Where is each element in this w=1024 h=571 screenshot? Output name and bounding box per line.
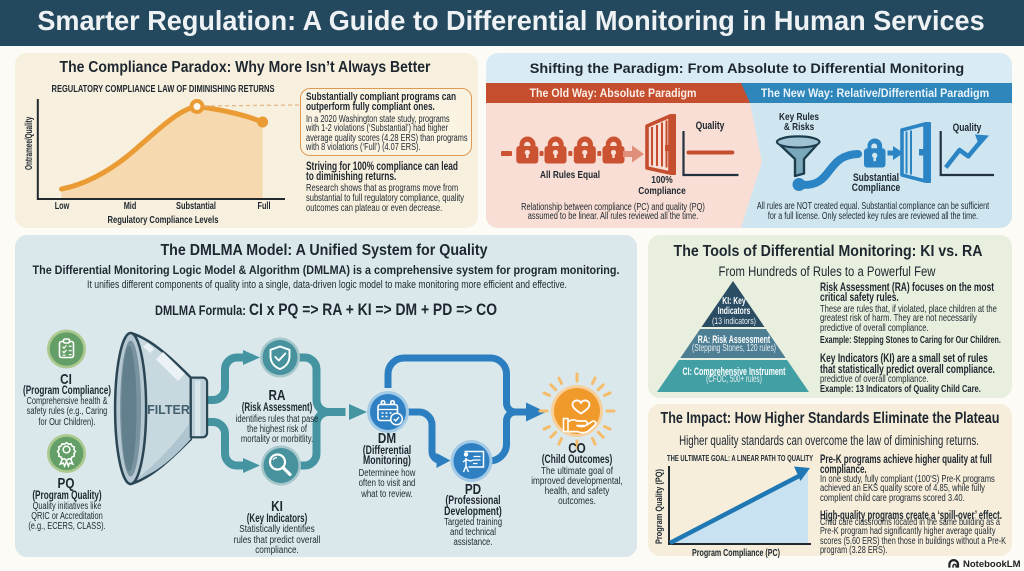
svg-text:FILTER: FILTER <box>147 403 190 417</box>
